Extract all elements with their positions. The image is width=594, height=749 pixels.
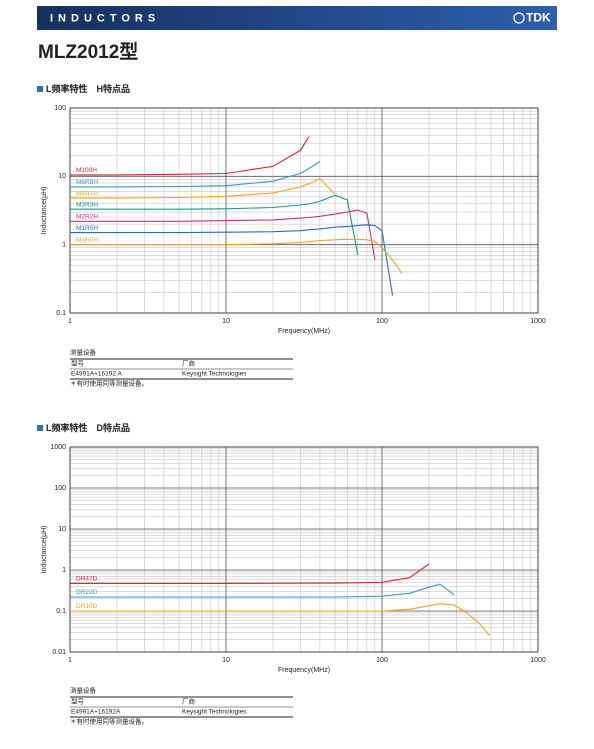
table-note: ＊有时使用同等测量设备。: [70, 379, 148, 388]
series-line: [70, 161, 321, 188]
series-line: [70, 603, 491, 637]
table-caption: 测量设备: [70, 348, 97, 357]
y-tick-label: 0.1: [56, 608, 66, 615]
y-tick-label: 100: [54, 485, 66, 492]
table-header: 厂商: [182, 359, 196, 368]
plot-frame: [69, 446, 539, 653]
y-tick-label: 100: [54, 105, 66, 112]
x-tick-label: 10: [222, 657, 230, 664]
table-cell: E4991A+16192 A: [71, 371, 122, 378]
y-tick-label: 1: [62, 242, 66, 249]
table-note: ＊有时使用同等测量设备。: [70, 717, 148, 726]
plot-area: [70, 108, 538, 313]
x-tick-label: 1: [68, 318, 72, 325]
table-caption: 测量设备: [70, 686, 97, 695]
table-cell: Keysight Technologies: [182, 709, 247, 716]
x-axis-label: Frequency(MHz): [278, 328, 330, 335]
logo-mark: [513, 12, 525, 24]
series-label: M2R2H: [76, 213, 98, 220]
x-axis-label: Frequency(MHz): [278, 667, 330, 674]
series-line: [70, 563, 430, 584]
y-tick-label: 1000: [50, 444, 66, 451]
section-title: L频率特性 D特点品: [46, 422, 130, 433]
section-marker: [37, 425, 43, 431]
section-marker: [37, 86, 43, 92]
y-axis-label: Inductance(µH): [41, 526, 48, 574]
header-bar: [37, 6, 557, 30]
series-line: [70, 194, 359, 256]
y-tick-label: 0.01: [52, 649, 66, 656]
plot-area: [70, 447, 538, 652]
y-tick-label: 10: [58, 173, 66, 180]
series-label: M3R3H: [76, 201, 98, 208]
y-tick-label: 0.1: [56, 310, 66, 317]
y-tick-label: 10: [58, 526, 66, 533]
series-label: M100H: [76, 167, 97, 174]
x-tick-label: 100: [376, 657, 388, 664]
logo: TDK: [526, 11, 551, 25]
table-header: 型号: [71, 359, 85, 368]
series-line: [70, 583, 455, 598]
series-line: [70, 224, 394, 296]
x-tick-label: 10: [222, 318, 230, 325]
x-tick-label: 1: [68, 657, 72, 664]
x-tick-label: 1000: [530, 657, 546, 664]
y-axis-label: Inductance(µH): [41, 187, 48, 235]
table-cell: Keysight Technologies: [182, 371, 247, 378]
series-label: M1R0H: [76, 237, 98, 244]
plot-frame: [69, 107, 539, 314]
table-cell: E4991A+16192A: [71, 709, 121, 716]
series-label: DR10D: [76, 603, 98, 610]
series-label: DR47D: [76, 576, 98, 583]
product-title: MLZ2012型: [38, 40, 138, 63]
y-tick-label: 1: [62, 567, 66, 574]
table-header: 厂商: [182, 697, 196, 706]
series-line: [70, 177, 336, 199]
series-label: M1R5H: [76, 225, 98, 232]
series-label: DR22D: [76, 589, 98, 596]
series-line: [70, 238, 403, 274]
series-line: [70, 209, 376, 260]
series-line: [70, 136, 310, 176]
x-tick-label: 1000: [530, 318, 546, 325]
table-header: 型号: [71, 697, 85, 706]
section-title: L频率特性 H特点品: [46, 83, 130, 94]
header-section: INDUCTORS: [50, 12, 160, 24]
series-label: M4R7H: [76, 190, 98, 197]
series-label: M6R8H: [76, 179, 98, 186]
x-tick-label: 100: [376, 318, 388, 325]
